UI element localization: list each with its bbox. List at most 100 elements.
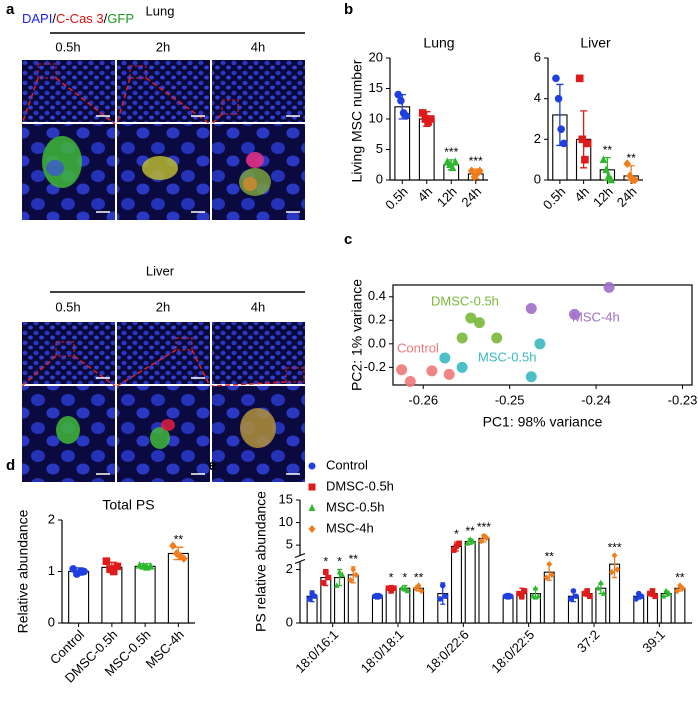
- data-point: [519, 593, 525, 600]
- data-point: [439, 352, 451, 364]
- series-label: DMSC-0.5h: [431, 293, 499, 308]
- y-tick-label: 0: [376, 171, 383, 186]
- data-point: [353, 571, 359, 579]
- chart-title: Liver: [580, 35, 611, 51]
- data-point: [347, 576, 354, 584]
- series-label: MSC-4h: [572, 309, 620, 324]
- y-tick-label: 0.0: [368, 335, 386, 350]
- data-point: [609, 568, 615, 576]
- roi-line: [211, 381, 287, 387]
- data-point: [437, 596, 443, 602]
- image: [212, 322, 305, 384]
- data-point: [456, 332, 468, 344]
- y-tick-label: 5: [286, 537, 293, 552]
- cell: [240, 408, 276, 448]
- time-label: 0.5h: [55, 39, 80, 54]
- significance: ***: [444, 145, 458, 159]
- series-label: MSC-0.5h: [478, 349, 537, 364]
- x-tick-label: 18:0/16:1: [292, 627, 341, 676]
- x-tick-label: 24h: [458, 184, 484, 210]
- significance: **: [349, 552, 359, 566]
- data-point: [521, 588, 528, 594]
- significance: *: [454, 527, 459, 541]
- data-point: [535, 592, 542, 599]
- x-tick-label: 0.5h: [540, 184, 569, 213]
- roi-box: [221, 99, 239, 115]
- lung-images: [21, 60, 305, 220]
- legend-label: DMSC-0.5h: [326, 478, 394, 493]
- data-point: [573, 593, 579, 600]
- x-tick-label: 0.5h: [382, 184, 411, 213]
- significance: **: [626, 151, 636, 165]
- cell: [161, 419, 175, 431]
- data-point: [633, 596, 639, 602]
- data-point: [456, 361, 468, 373]
- y-tick-label: 0.2: [368, 312, 386, 327]
- panel-letter: b: [344, 1, 353, 18]
- y-tick-label: 10: [369, 110, 383, 125]
- data-point: [491, 332, 503, 344]
- data-point: [415, 582, 422, 589]
- bar: [450, 545, 462, 624]
- data-point: [456, 540, 462, 547]
- x-tick-label: 18:0/22:5: [488, 627, 537, 676]
- roi-box: [55, 341, 75, 357]
- bar: [101, 566, 123, 624]
- x-tick-label: -0.24: [581, 392, 611, 407]
- y-tick-label: 2: [48, 511, 55, 526]
- y-tick-label: 2: [286, 561, 293, 576]
- bar: [68, 570, 90, 624]
- data-point: [674, 587, 680, 595]
- y-axis-label: PC2: 1% variance: [349, 279, 365, 391]
- roi-line: [73, 355, 116, 387]
- data-point: [308, 504, 316, 511]
- x-tick-label: 12h: [434, 184, 460, 210]
- significance: ***: [477, 520, 491, 534]
- data-point: [666, 590, 672, 596]
- time-label: 4h: [251, 299, 265, 314]
- data-point: [575, 74, 584, 83]
- axis-break: [294, 552, 306, 565]
- stain: GFP: [107, 11, 134, 26]
- data-point: [611, 552, 618, 559]
- data-point: [308, 525, 316, 533]
- data-point: [546, 560, 553, 568]
- cell: [56, 416, 80, 444]
- y-tick-label: 6: [534, 49, 541, 64]
- data-point: [614, 566, 621, 573]
- data-point: [652, 593, 658, 600]
- bar: [134, 565, 156, 624]
- data-point: [451, 157, 460, 165]
- cell: [142, 156, 178, 180]
- significance: **: [174, 532, 184, 546]
- data-point: [554, 94, 563, 103]
- time-label: 4h: [251, 39, 265, 54]
- y-tick-label: 0: [48, 614, 55, 629]
- data-point: [391, 585, 397, 592]
- cell: [42, 136, 82, 188]
- roi-box: [285, 367, 305, 383]
- data-point: [567, 596, 574, 602]
- significance: **: [545, 549, 555, 563]
- y-tick-label: -0.2: [364, 359, 386, 374]
- bar: [413, 587, 425, 624]
- time-label: 2h: [156, 299, 170, 314]
- roi-box: [175, 337, 193, 351]
- data-point: [109, 567, 118, 576]
- image: [22, 322, 115, 384]
- bar: [167, 552, 189, 624]
- data-point: [336, 568, 343, 575]
- y-axis-label: PS relative abundance: [253, 491, 269, 632]
- data-point: [530, 592, 536, 599]
- y-tick-label: 0: [534, 171, 541, 186]
- significance: ***: [469, 154, 483, 168]
- data-point: [312, 593, 318, 600]
- data-point: [623, 159, 632, 169]
- time-label: 0.5h: [55, 299, 80, 314]
- data-point: [394, 90, 403, 99]
- data-point: [559, 139, 568, 148]
- data-point: [600, 590, 607, 596]
- data-point: [626, 171, 634, 181]
- data-point: [448, 163, 457, 172]
